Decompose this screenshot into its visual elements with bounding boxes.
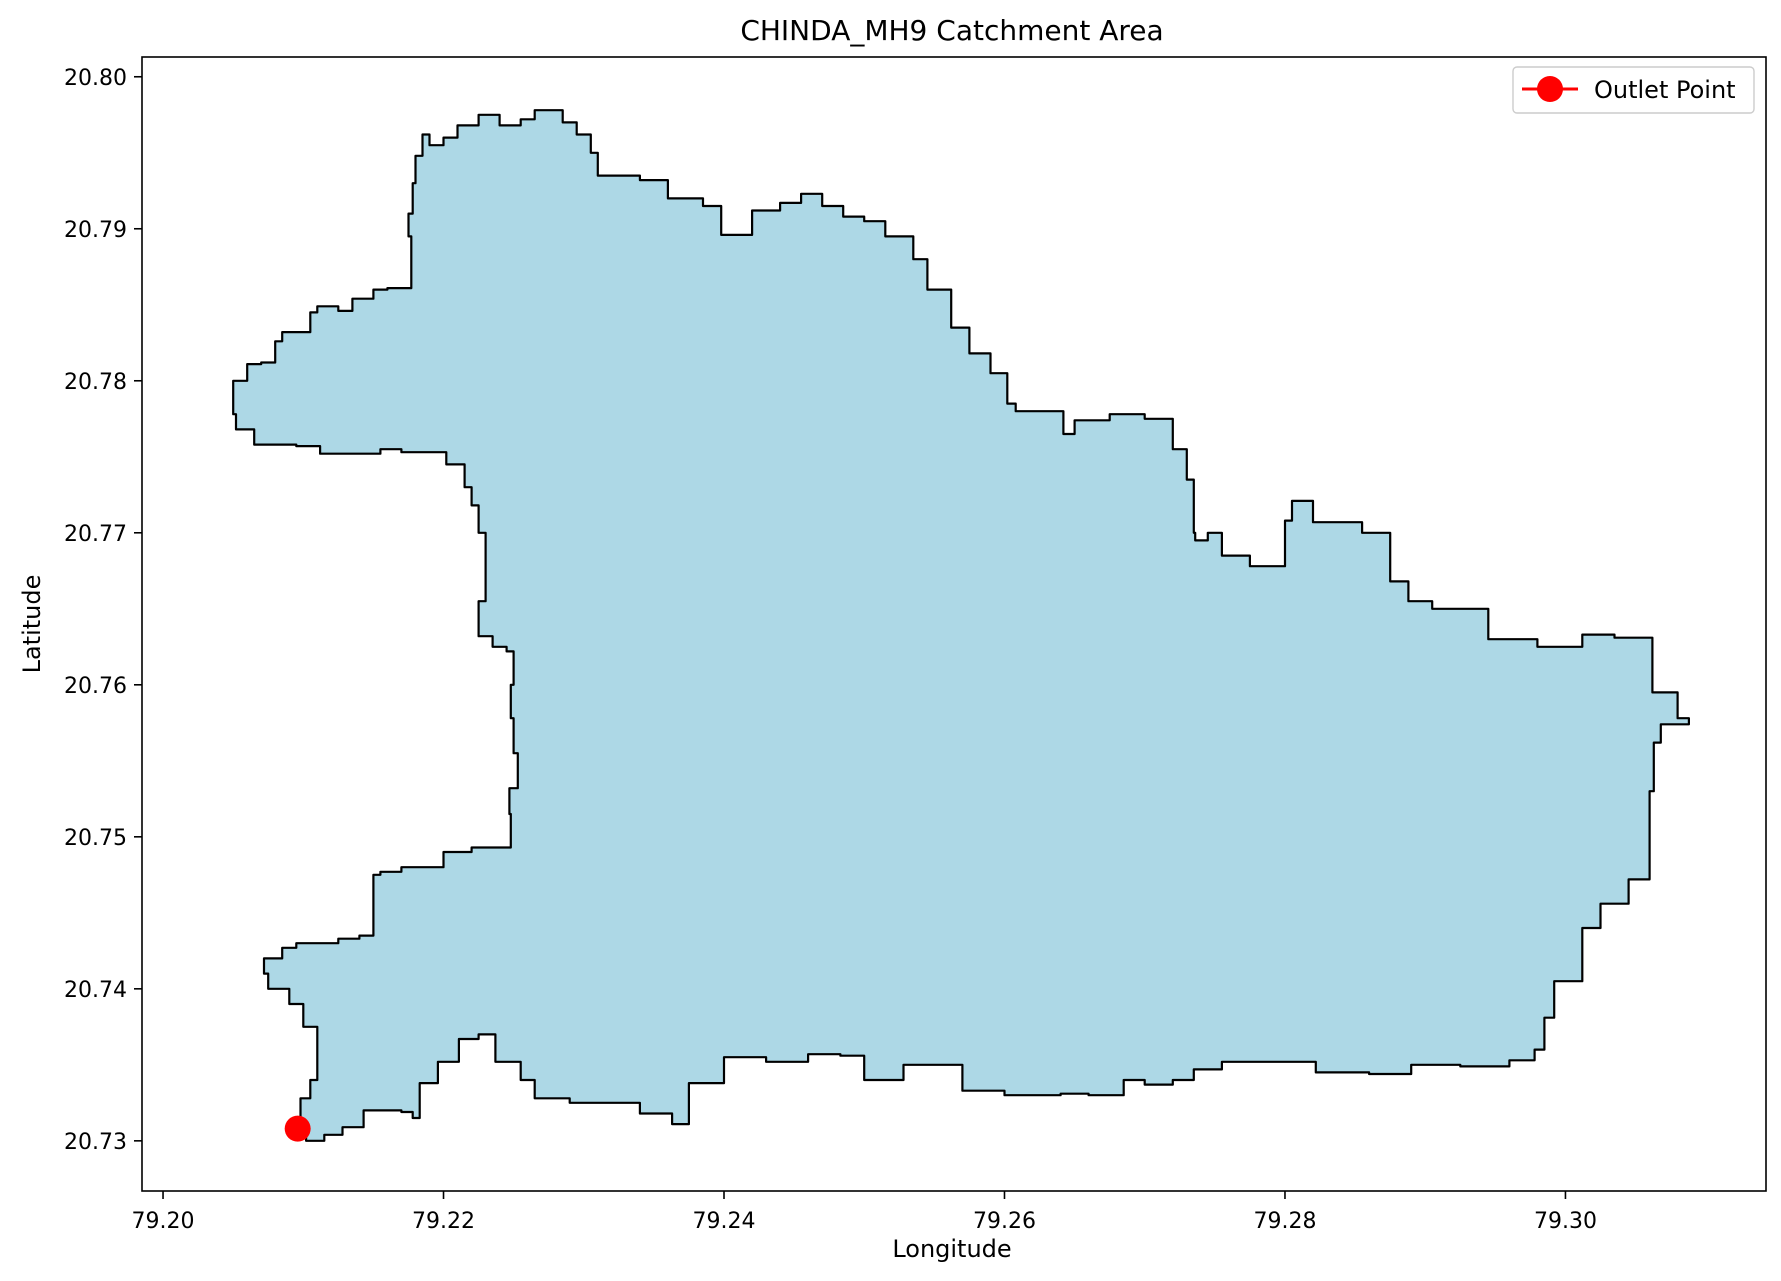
- y-tick-label: 20.80: [64, 66, 127, 91]
- x-tick-label: 79.30: [1534, 1209, 1597, 1234]
- x-axis-ticks: 79.20 79.22 79.24 79.26 79.28 79.30: [132, 1191, 1597, 1234]
- x-tick-label: 79.26: [973, 1209, 1036, 1234]
- outlet-point-marker: [284, 1115, 311, 1142]
- x-tick-label: 79.20: [132, 1209, 195, 1234]
- x-tick-label: 79.22: [412, 1209, 475, 1234]
- y-axis-ticks: 20.73 20.74 20.75 20.76 20.77 20.78 20.79 20.80: [64, 66, 142, 1155]
- catchment-polygon: [232, 109, 1690, 1142]
- y-tick-label: 20.76: [64, 674, 127, 699]
- legend: Outlet Point: [1512, 66, 1755, 114]
- y-tick-label: 20.78: [64, 370, 127, 395]
- y-tick-label: 20.75: [64, 826, 127, 851]
- y-tick-label: 20.79: [64, 218, 127, 243]
- y-tick-label: 20.73: [64, 1130, 127, 1155]
- y-tick-label: 20.74: [64, 978, 127, 1003]
- y-axis-label: Latitude: [18, 575, 46, 674]
- y-tick-label: 20.77: [64, 522, 127, 547]
- legend-marker-swatch: [1537, 76, 1563, 102]
- chart-title: CHINDA_MH9 Catchment Area: [740, 14, 1163, 47]
- x-tick-label: 79.24: [693, 1209, 756, 1234]
- x-tick-label: 79.28: [1253, 1209, 1316, 1234]
- plot-area: [141, 56, 1767, 1192]
- legend-box: [1512, 66, 1755, 114]
- x-axis-label: Longitude: [892, 1235, 1011, 1263]
- legend-label-outlet-point: Outlet Point: [1594, 76, 1736, 104]
